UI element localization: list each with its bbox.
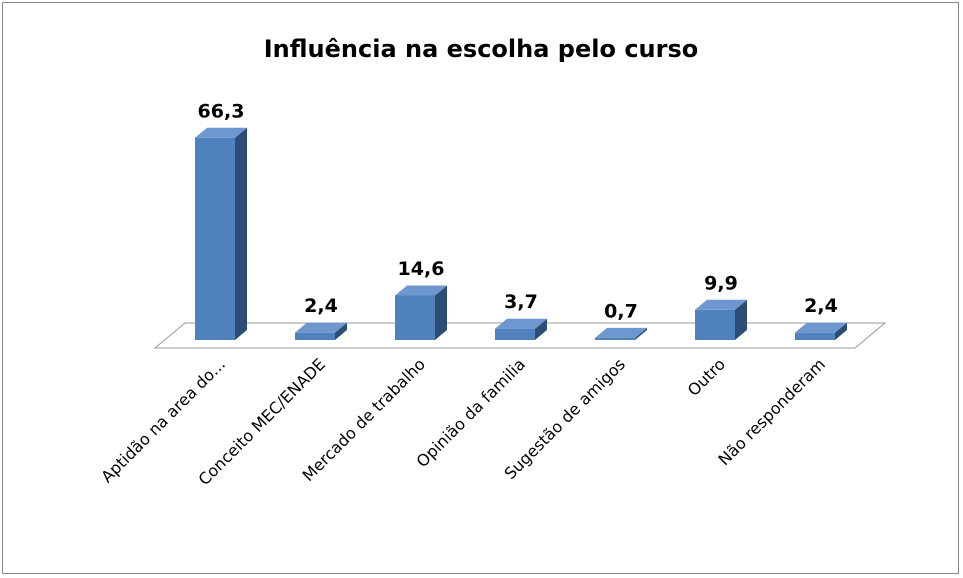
- bar-top: [295, 322, 347, 333]
- bar: [795, 332, 835, 340]
- bar-side: [535, 318, 547, 340]
- value-label: 0,7: [604, 300, 638, 322]
- bar-side: [235, 127, 247, 340]
- bar-side: [435, 285, 447, 340]
- value-label: 2,4: [804, 295, 838, 317]
- bar-side: [735, 299, 747, 340]
- bar-top: [795, 322, 847, 333]
- bar-side: [635, 327, 647, 340]
- value-label: 9,9: [704, 272, 738, 294]
- bar-side: [835, 322, 847, 340]
- chart-title: Influência na escolha pelo curso: [264, 35, 698, 63]
- bar-top: [495, 318, 547, 329]
- bar-top: [595, 327, 647, 338]
- value-label: 2,4: [304, 295, 338, 317]
- bar: [695, 309, 735, 340]
- bar-top: [195, 127, 247, 138]
- bar-top: [395, 285, 447, 296]
- value-label: 14,6: [398, 258, 445, 280]
- bar: [295, 332, 335, 340]
- bar: [495, 328, 535, 340]
- value-label: 3,7: [504, 291, 538, 313]
- value-label: 66,3: [198, 100, 245, 122]
- bar-side: [335, 322, 347, 340]
- bar-top: [695, 299, 747, 310]
- bar: [395, 295, 435, 340]
- bar: [595, 337, 635, 340]
- bar: [195, 137, 235, 340]
